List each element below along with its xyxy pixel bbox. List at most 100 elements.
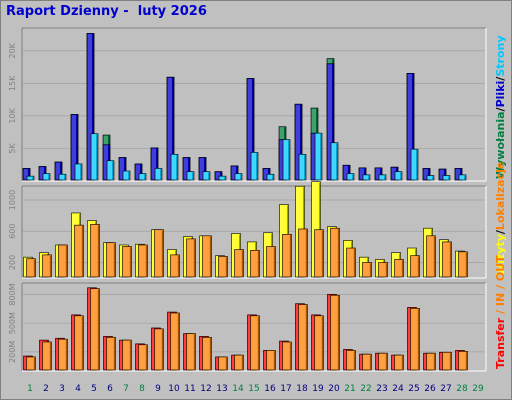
bar-top-strony-25 bbox=[410, 148, 419, 181]
x-day-label: 23 bbox=[376, 384, 387, 394]
legend-middle: Wizyty/Lokalizacje bbox=[494, 162, 507, 276]
bar-middle-lokalizacje-3 bbox=[58, 244, 68, 278]
bar-middle-lokalizacje-28 bbox=[458, 251, 468, 278]
bar-middle-lokalizacje-4 bbox=[74, 224, 84, 278]
x-day-label: 13 bbox=[216, 384, 227, 394]
bar-middle-lokalizacje-22 bbox=[362, 262, 372, 278]
bar-middle-lokalizacje-21 bbox=[346, 247, 356, 278]
bar-top-strony-8 bbox=[138, 173, 147, 181]
x-day-label: 5 bbox=[91, 384, 97, 394]
bar-bottom-in-28 bbox=[458, 351, 468, 371]
bar-top-strony-23 bbox=[378, 174, 387, 181]
x-day-label: 29 bbox=[472, 384, 484, 394]
bar-bottom-in-11 bbox=[186, 333, 196, 371]
x-day-label: 20 bbox=[328, 384, 340, 394]
x-day-label: 4 bbox=[75, 384, 81, 394]
bar-bottom-in-1 bbox=[26, 356, 36, 371]
x-day-label: 12 bbox=[200, 384, 211, 394]
x-day-label: 14 bbox=[232, 384, 244, 394]
legend-bottom: Transfer / IN / OUT bbox=[494, 255, 507, 369]
bar-middle-lokalizacje-27 bbox=[442, 241, 452, 278]
bar-top-strony-17 bbox=[282, 139, 291, 181]
bar-top-strony-4 bbox=[74, 163, 83, 181]
x-day-label: 11 bbox=[184, 384, 195, 394]
legend-entry: Wizyty bbox=[494, 234, 507, 276]
y-tick-label: 10K bbox=[8, 107, 17, 123]
bar-top-strony-12 bbox=[202, 171, 211, 181]
bar-top-strony-26 bbox=[426, 175, 435, 181]
bar-middle-lokalizacje-11 bbox=[186, 238, 196, 278]
x-day-label: 9 bbox=[155, 384, 161, 394]
bar-bottom-in-22 bbox=[362, 353, 372, 371]
y-tick-label: 200M bbox=[8, 341, 17, 363]
bar-middle-lokalizacje-15 bbox=[250, 250, 260, 278]
bar-bottom-in-14 bbox=[234, 354, 244, 371]
legend-separator: / bbox=[494, 306, 507, 318]
bar-middle-lokalizacje-19 bbox=[314, 229, 324, 278]
bar-middle-lokalizacje-12 bbox=[202, 235, 212, 278]
bar-bottom-in-21 bbox=[346, 350, 356, 371]
bar-bottom-in-27 bbox=[442, 351, 452, 371]
legend-entry: Lokalizacje bbox=[494, 162, 507, 230]
bar-bottom-in-13 bbox=[218, 356, 228, 371]
bar-top-strony-9 bbox=[154, 168, 163, 181]
y-tick-label: 200 bbox=[8, 255, 17, 270]
x-day-label: 16 bbox=[264, 384, 276, 394]
x-day-label: 26 bbox=[424, 384, 436, 394]
legend-separator: / bbox=[494, 106, 507, 111]
bar-top-strony-15 bbox=[250, 152, 259, 181]
x-day-label: 27 bbox=[440, 384, 451, 394]
bar-top-strony-21 bbox=[346, 173, 355, 181]
bar-bottom-in-9 bbox=[154, 328, 164, 371]
page-title: Raport Dzienny - luty 2026 bbox=[6, 4, 207, 19]
legend-separator: / bbox=[494, 281, 507, 293]
bar-middle-lokalizacje-25 bbox=[410, 255, 420, 278]
bar-bottom-in-17 bbox=[282, 341, 292, 371]
bar-top-strony-19 bbox=[314, 132, 323, 181]
bar-top-strony-27 bbox=[442, 175, 451, 181]
bar-top-strony-1 bbox=[26, 175, 35, 181]
x-day-label: 21 bbox=[344, 384, 355, 394]
x-day-label: 8 bbox=[139, 384, 145, 394]
bar-top-strony-16 bbox=[266, 173, 275, 181]
y-tick-label: 15K bbox=[8, 75, 17, 91]
bar-bottom-in-4 bbox=[74, 315, 84, 371]
bar-middle-lokalizacje-20 bbox=[330, 227, 340, 278]
bar-top-strony-18 bbox=[298, 153, 307, 181]
bar-bottom-in-18 bbox=[298, 304, 308, 371]
bar-bottom-in-7 bbox=[122, 339, 132, 371]
bar-middle-lokalizacje-16 bbox=[266, 246, 276, 278]
bar-top-strony-22 bbox=[362, 174, 371, 181]
bar-bottom-in-16 bbox=[266, 350, 276, 371]
x-day-label: 19 bbox=[312, 384, 324, 394]
bar-middle-lokalizacje-8 bbox=[138, 244, 148, 278]
x-day-label: 7 bbox=[123, 384, 129, 394]
y-tick-label: 600 bbox=[8, 224, 17, 239]
bar-bottom-in-6 bbox=[106, 336, 116, 371]
bar-top-strony-28 bbox=[458, 174, 467, 181]
bar-bottom-in-26 bbox=[426, 352, 436, 371]
bar-bottom-in-20 bbox=[330, 294, 340, 371]
bar-bottom-in-8 bbox=[138, 344, 148, 371]
x-day-label: 1 bbox=[27, 384, 33, 394]
bar-top-strony-11 bbox=[186, 171, 195, 181]
bar-middle-lokalizacje-2 bbox=[42, 254, 52, 278]
y-tick-label: 1000 bbox=[8, 190, 17, 210]
bar-middle-lokalizacje-17 bbox=[282, 233, 292, 278]
x-day-label: 3 bbox=[59, 384, 65, 394]
x-day-label: 22 bbox=[360, 384, 371, 394]
x-day-label: 28 bbox=[456, 384, 468, 394]
bar-top-strony-20 bbox=[330, 142, 339, 181]
bar-bottom-in-19 bbox=[314, 315, 324, 371]
x-day-label: 15 bbox=[248, 384, 259, 394]
bar-top-strony-24 bbox=[394, 171, 403, 181]
bar-top-strony-3 bbox=[58, 173, 67, 181]
bar-bottom-in-10 bbox=[170, 312, 180, 371]
bar-top-strony-13 bbox=[218, 175, 227, 181]
y-tick-label: 500M bbox=[8, 312, 17, 334]
legend-entry: Strony bbox=[494, 36, 507, 77]
legend-separator: / bbox=[494, 76, 507, 81]
bar-middle-lokalizacje-23 bbox=[378, 262, 388, 278]
bar-middle-lokalizacje-13 bbox=[218, 256, 228, 278]
